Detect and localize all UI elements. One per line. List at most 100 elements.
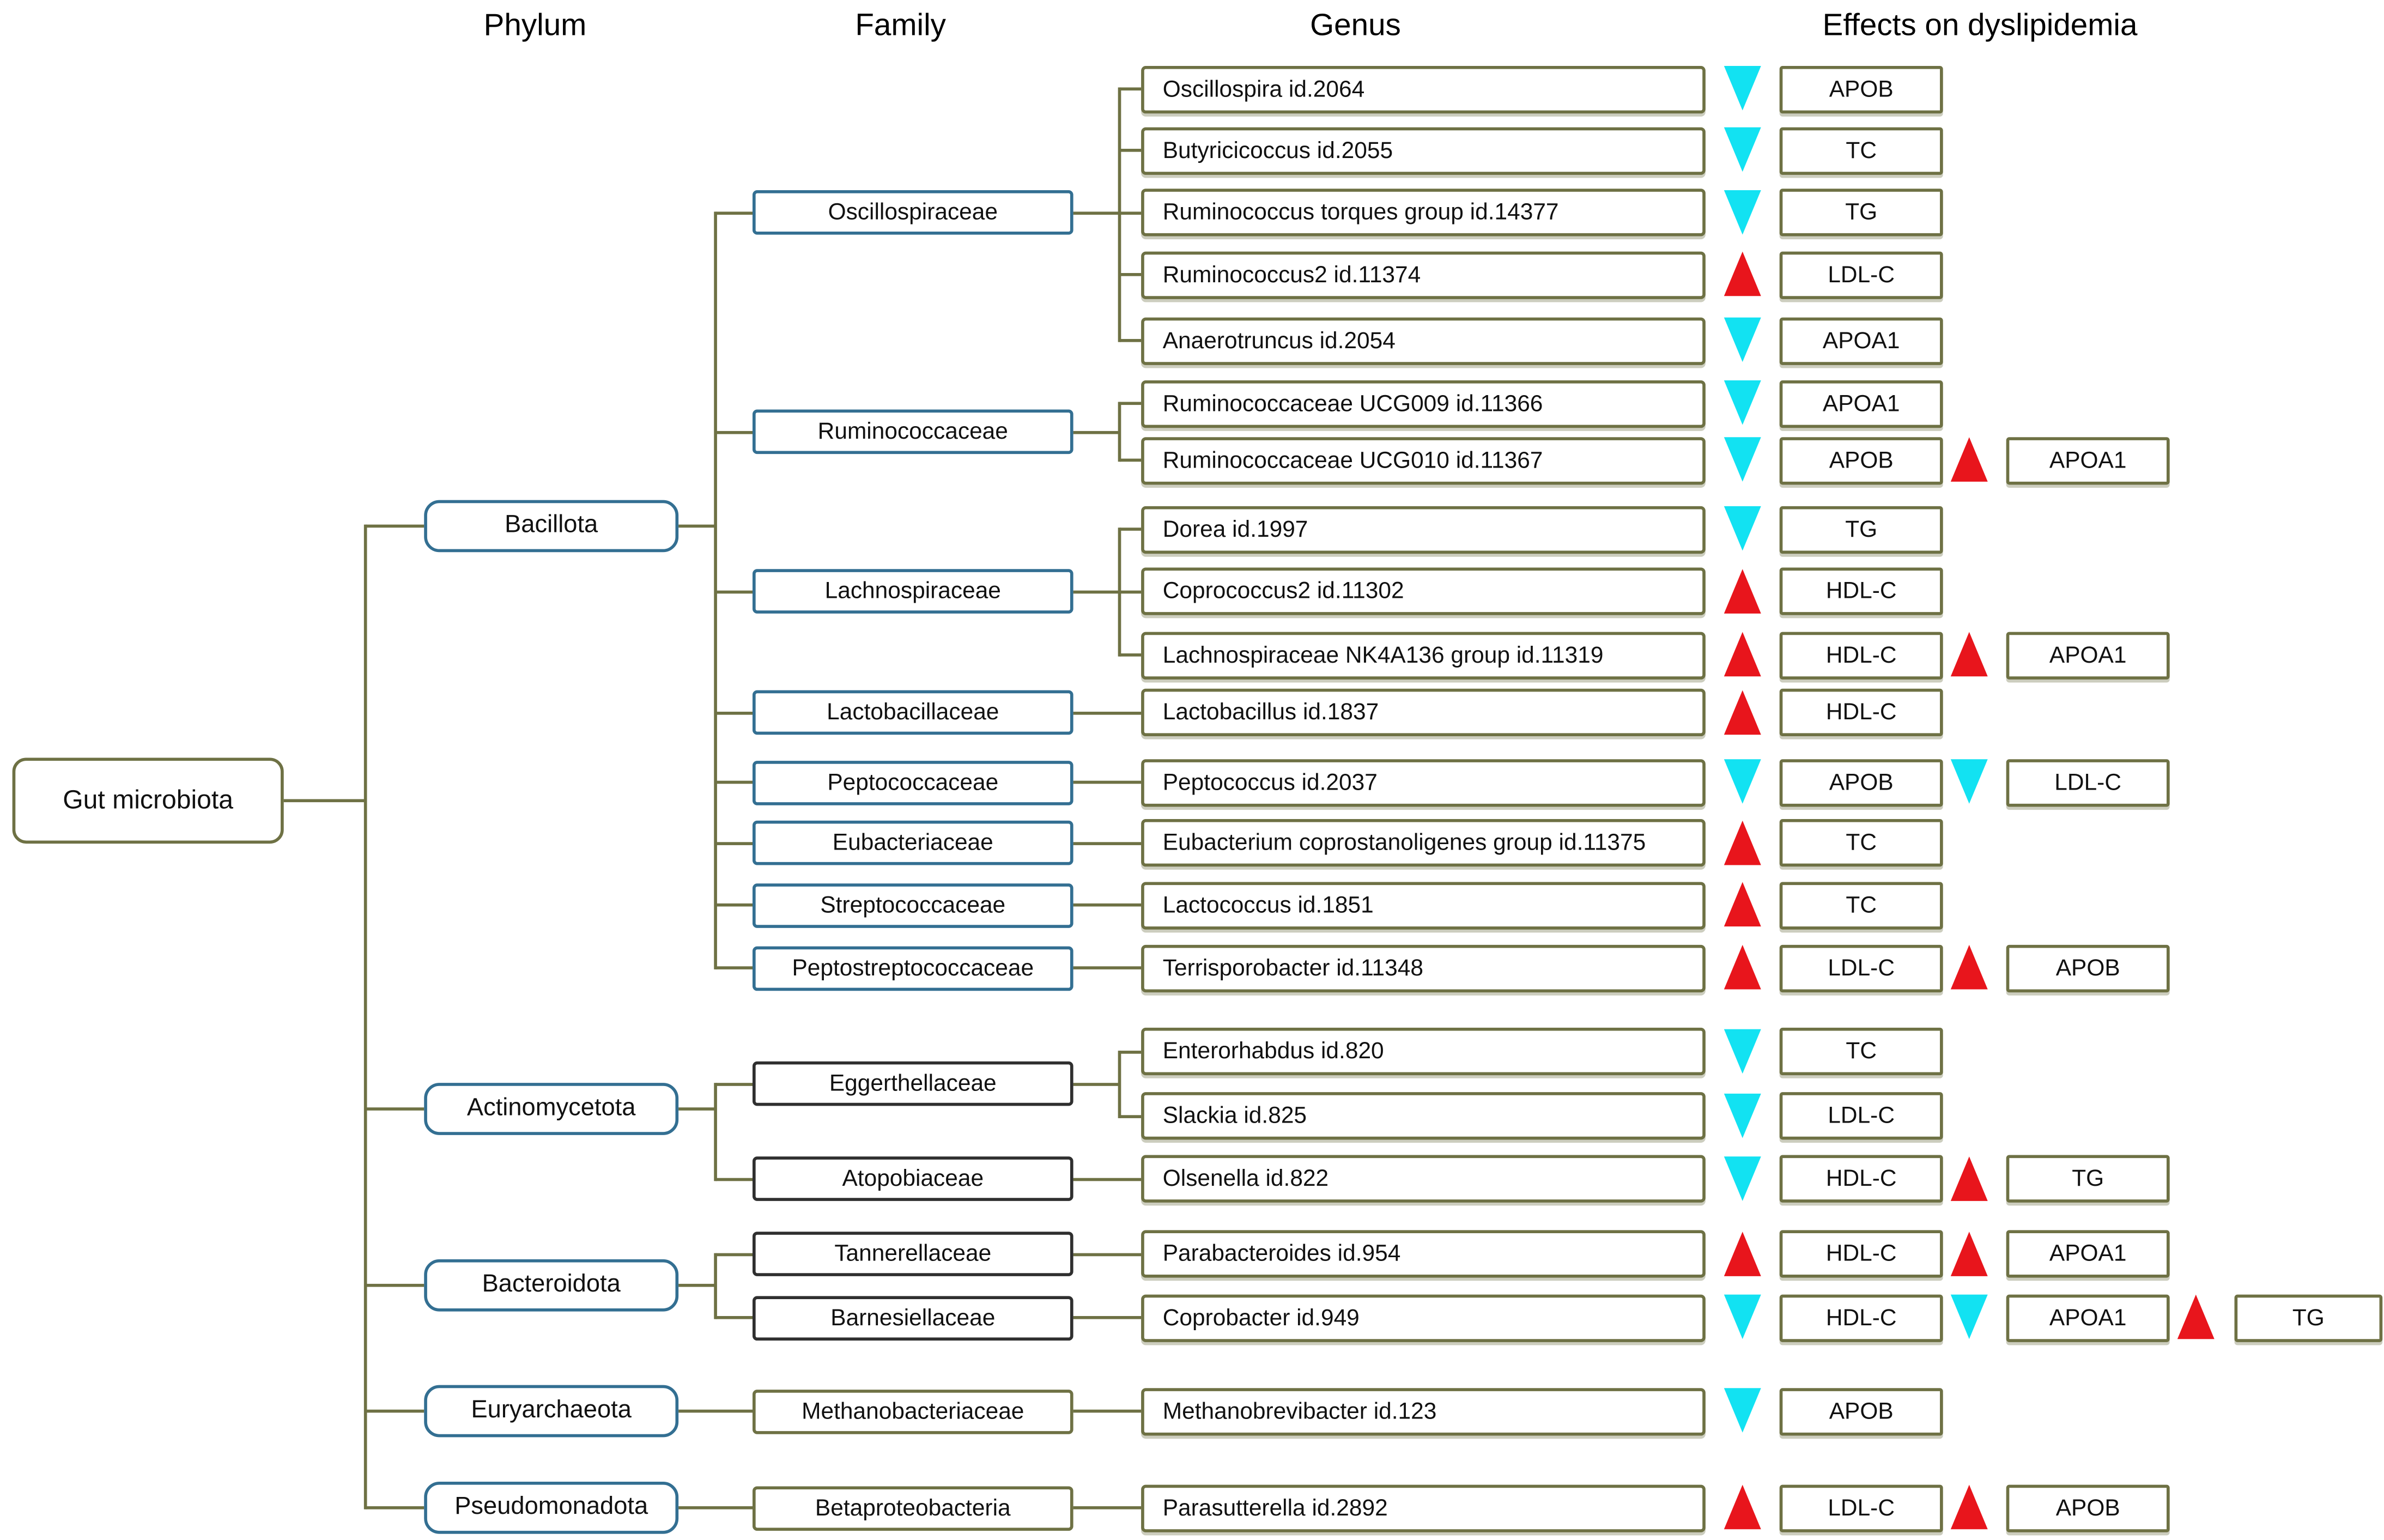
family-box-atopobiaceae: Atopobiaceae bbox=[752, 1156, 1073, 1201]
family-box-lachnospiraceae: Lachnospiraceae bbox=[752, 569, 1073, 614]
connector-line bbox=[1118, 87, 1121, 342]
connector-line bbox=[365, 524, 424, 528]
effect-box-ldl-c: LDL-C bbox=[2006, 758, 2170, 807]
column-header-effects: Effects on dyslipidemia bbox=[1822, 9, 2138, 43]
effect-box-ldl-c: LDL-C bbox=[1779, 1484, 1943, 1532]
effect-box-ldl-c: LDL-C bbox=[1779, 944, 1943, 992]
connector-line bbox=[714, 1252, 717, 1319]
family-box-oscillospiraceae: Oscillospiraceae bbox=[752, 190, 1073, 235]
genus-box-enterorhabdus-id-820: Enterorhabdus id.820 bbox=[1141, 1027, 1706, 1076]
connector-line bbox=[714, 1082, 717, 1180]
increase-triangle-icon bbox=[1950, 1230, 1988, 1276]
connector-line bbox=[1118, 1050, 1121, 1118]
connector-line bbox=[715, 903, 753, 907]
connector-line bbox=[1119, 1114, 1142, 1118]
connector-line bbox=[1073, 711, 1142, 714]
effect-box-apob: APOB bbox=[2006, 944, 2170, 992]
connector-line bbox=[1073, 590, 1120, 593]
connector-line bbox=[1119, 1050, 1142, 1053]
increase-triangle-icon bbox=[1724, 820, 1761, 865]
increase-triangle-icon bbox=[1724, 632, 1761, 677]
decrease-triangle-icon bbox=[1724, 66, 1761, 111]
increase-triangle-icon bbox=[1724, 1484, 1761, 1530]
decrease-triangle-icon bbox=[1724, 1155, 1761, 1201]
effect-box-hdl-c: HDL-C bbox=[1779, 631, 1943, 679]
effect-box-apoa1: APOA1 bbox=[2006, 436, 2170, 484]
family-box-methanobacteriaceae: Methanobacteriaceae bbox=[752, 1389, 1073, 1434]
decrease-triangle-icon bbox=[1950, 759, 1988, 804]
connector-line bbox=[678, 1107, 716, 1111]
connector-line bbox=[1119, 211, 1142, 214]
effect-box-tg: TG bbox=[1779, 189, 1943, 237]
connector-line bbox=[1119, 458, 1142, 462]
connector-line bbox=[1073, 903, 1142, 907]
family-box-streptococcaceae: Streptococcaceae bbox=[752, 882, 1073, 927]
column-header-phylum: Phylum bbox=[483, 9, 587, 43]
family-box-tannerellaceae: Tannerellaceae bbox=[752, 1232, 1073, 1276]
connector-line bbox=[1119, 273, 1142, 276]
genus-box-methanobrevibacter-id-123: Methanobrevibacter id.123 bbox=[1141, 1387, 1706, 1435]
connector-line bbox=[1119, 590, 1142, 593]
genus-box-slackia-id-825: Slackia id.825 bbox=[1141, 1092, 1706, 1140]
genus-box-peptococcus-id-2037: Peptococcus id.2037 bbox=[1141, 758, 1706, 807]
connector-line bbox=[1119, 87, 1142, 91]
decrease-triangle-icon bbox=[1724, 317, 1761, 362]
genus-box-olsenella-id-822: Olsenella id.822 bbox=[1141, 1155, 1706, 1203]
effect-box-apob: APOB bbox=[1779, 758, 1943, 807]
effect-box-tc: TC bbox=[1779, 126, 1943, 174]
connector-line bbox=[1119, 528, 1142, 531]
effect-box-apob: APOB bbox=[1779, 1387, 1943, 1435]
connector-line bbox=[715, 1177, 753, 1180]
decrease-triangle-icon bbox=[1724, 127, 1761, 172]
increase-triangle-icon bbox=[1724, 251, 1761, 296]
effect-box-ldl-c: LDL-C bbox=[1779, 1092, 1943, 1140]
connector-line bbox=[715, 711, 753, 714]
increase-triangle-icon bbox=[1724, 882, 1761, 927]
genus-box-eubacterium-coprostanoligenes-group-id-11375: Eubacterium coprostanoligenes group id.1… bbox=[1141, 819, 1706, 867]
connector-line bbox=[715, 780, 753, 784]
effect-box-tg: TG bbox=[1779, 505, 1943, 553]
effect-box-apoa1: APOA1 bbox=[2006, 631, 2170, 679]
connector-line bbox=[1073, 1316, 1142, 1319]
increase-triangle-icon bbox=[1724, 944, 1761, 990]
effect-box-hdl-c: HDL-C bbox=[1779, 688, 1943, 737]
effect-box-tc: TC bbox=[1779, 819, 1943, 867]
phylum-box-actinomycetota: Actinomycetota bbox=[424, 1083, 679, 1135]
genus-box-ruminococcaceae-ucg010-id-11367: Ruminococcaceae UCG010 id.11367 bbox=[1141, 436, 1706, 484]
genus-box-oscillospira-id-2064: Oscillospira id.2064 bbox=[1141, 65, 1706, 113]
connector-line bbox=[1119, 402, 1142, 405]
effect-box-hdl-c: HDL-C bbox=[1779, 1230, 1943, 1278]
column-header-genus: Genus bbox=[1310, 9, 1401, 43]
genus-box-lactococcus-id-1851: Lactococcus id.1851 bbox=[1141, 881, 1706, 929]
increase-triangle-icon bbox=[1724, 568, 1761, 613]
phylum-box-euryarchaeota: Euryarchaeota bbox=[424, 1385, 679, 1438]
connector-line bbox=[1073, 1252, 1142, 1256]
connector-line bbox=[715, 430, 753, 434]
connector-line bbox=[1073, 1177, 1142, 1180]
genus-box-ruminococcus-torques-group-id-14377: Ruminococcus torques group id.14377 bbox=[1141, 189, 1706, 237]
genus-box-ruminococcaceae-ucg009-id-11366: Ruminococcaceae UCG009 id.11366 bbox=[1141, 379, 1706, 427]
effect-box-apoa1: APOA1 bbox=[1779, 379, 1943, 427]
genus-box-coprobacter-id-949: Coprobacter id.949 bbox=[1141, 1294, 1706, 1342]
genus-box-butyricicoccus-id-2055: Butyricicoccus id.2055 bbox=[1141, 126, 1706, 174]
family-box-lactobacillaceae: Lactobacillaceae bbox=[752, 690, 1073, 735]
effect-box-apoa1: APOA1 bbox=[2006, 1294, 2170, 1342]
effect-box-apob: APOB bbox=[2006, 1484, 2170, 1532]
connector-line bbox=[1119, 653, 1142, 657]
genus-box-lachnospiraceae-nk4a136-group-id-11319: Lachnospiraceae NK4A136 group id.11319 bbox=[1141, 631, 1706, 679]
connector-line bbox=[1118, 402, 1121, 462]
genus-box-lactobacillus-id-1837: Lactobacillus id.1837 bbox=[1141, 688, 1706, 737]
connector-line bbox=[283, 799, 366, 803]
genus-box-terrisporobacter-id-11348: Terrisporobacter id.11348 bbox=[1141, 944, 1706, 992]
effect-box-tg: TG bbox=[2234, 1294, 2383, 1342]
connector-line bbox=[365, 1506, 424, 1509]
connector-line bbox=[1119, 339, 1142, 342]
connector-line bbox=[1073, 966, 1142, 969]
connector-line bbox=[1073, 841, 1142, 845]
effect-box-tc: TC bbox=[1779, 881, 1943, 929]
phylum-box-bacillota: Bacillota bbox=[424, 500, 679, 553]
increase-triangle-icon bbox=[1950, 944, 1988, 990]
effect-box-apob: APOB bbox=[1779, 436, 1943, 484]
connector-line bbox=[365, 1409, 424, 1413]
